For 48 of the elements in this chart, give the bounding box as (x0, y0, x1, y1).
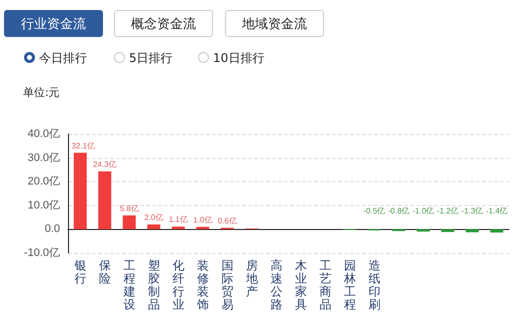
x-tick-label: 造纸印刷 (368, 258, 380, 312)
x-tick-label: 装修装饰 (196, 258, 209, 312)
bar (490, 229, 504, 233)
data-label: -0.8亿 (388, 206, 410, 216)
text: 概念资金流 (114, 10, 213, 37)
data-label: 1.1亿 (168, 215, 188, 224)
text: 今日排行 (39, 51, 87, 65)
y-tick-label: 40.0亿 (28, 128, 60, 140)
x-tick-label: 银行 (73, 258, 86, 286)
y-axis-title: 单位:元 (23, 85, 60, 100)
bar (441, 229, 454, 232)
data-label: -1.0亿 (412, 206, 434, 216)
text: 10日排行 (213, 51, 264, 65)
data-label: 24.3亿 (92, 160, 117, 169)
y-tick-label: 20.0亿 (28, 176, 60, 188)
data-label: -1.4亿 (486, 206, 508, 216)
data-label: 1.0亿 (193, 215, 212, 224)
data-label: 32.1亿 (71, 141, 96, 150)
x-tick-label: 化纤行业 (172, 258, 184, 312)
y-tick-label: -10.0亿 (24, 247, 60, 259)
bar (74, 152, 87, 230)
x-tick-label: 工程建设 (122, 258, 136, 312)
bar (122, 215, 136, 230)
data-label: -1.2亿 (436, 206, 459, 216)
data-label: 2.0亿 (144, 212, 164, 222)
y-tick-label: 0.0 (44, 223, 60, 236)
data-label: -1.3亿 (461, 206, 484, 216)
x-tick-label: 工艺商品 (319, 258, 332, 312)
y-tick-label: 30.0亿 (28, 152, 60, 164)
data-label: 0.6亿 (218, 216, 237, 226)
bar (466, 229, 479, 232)
x-tick-label: 保险 (98, 258, 111, 286)
x-tick-label: 房地产 (244, 258, 258, 298)
x-tick-label: 木业家具 (294, 258, 307, 312)
bar (98, 171, 112, 230)
text: 行业资金流 (4, 10, 103, 37)
x-tick-label: 高速公路 (270, 258, 282, 312)
x-tick-label: 塑胶制品 (148, 258, 160, 312)
text: 5日排行 (129, 51, 173, 65)
data-label: 5.8亿 (120, 204, 139, 213)
data-label: -0.5亿 (363, 206, 386, 216)
bar (416, 229, 430, 232)
text: 地域资金流 (225, 10, 324, 37)
y-tick-label: 10.0亿 (28, 199, 60, 212)
bar (172, 226, 185, 230)
bar (147, 224, 160, 230)
x-tick-label: 国际贸易 (221, 258, 234, 312)
x-tick-label: 园林工程 (342, 258, 356, 312)
